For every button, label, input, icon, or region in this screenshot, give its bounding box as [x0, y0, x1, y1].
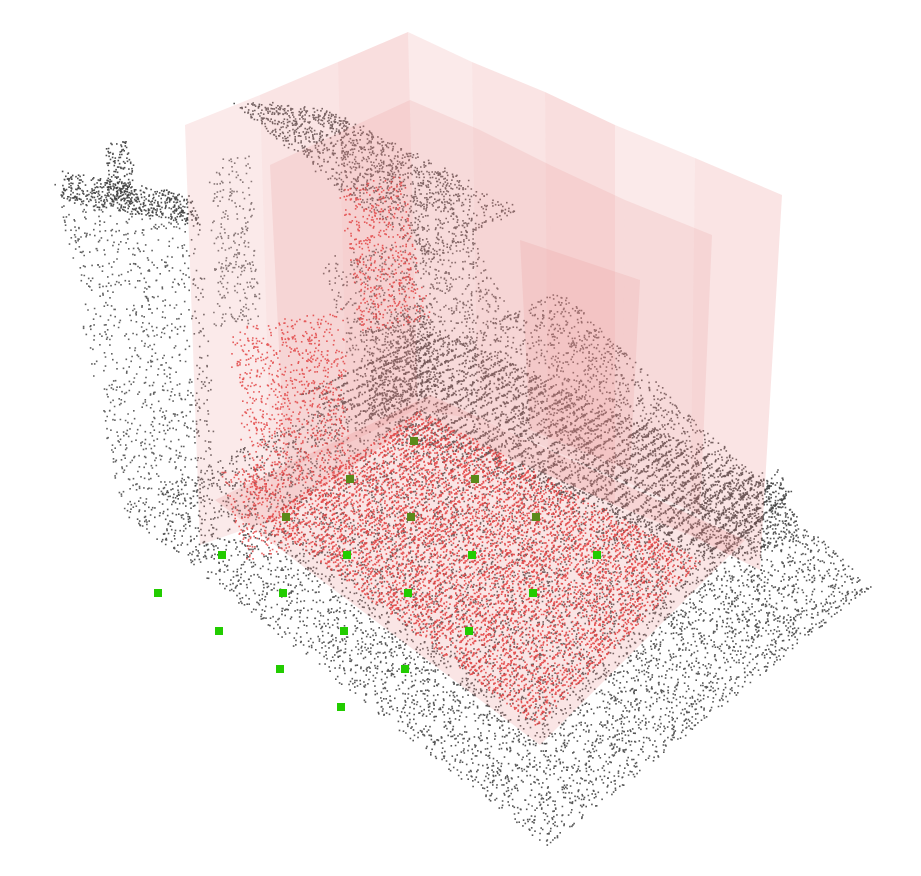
sample-marker — [532, 513, 540, 521]
slab-box-inner-face — [520, 240, 640, 470]
slab-box-inner-face — [480, 130, 552, 450]
sample-marker — [404, 589, 412, 597]
sample-marker — [276, 665, 284, 673]
sample-marker — [218, 551, 226, 559]
sample-marker — [593, 551, 601, 559]
point-cluster — [689, 469, 798, 561]
sample-marker — [343, 551, 351, 559]
slab-box-face — [338, 32, 418, 470]
point-rows — [126, 294, 872, 846]
point-cluster — [233, 101, 516, 263]
slab-box-face — [545, 92, 615, 505]
slab-boxes — [185, 32, 782, 745]
point-cluster — [221, 461, 300, 560]
sample-marker — [346, 475, 354, 483]
sample-marker — [215, 627, 223, 635]
sample-marker — [410, 437, 418, 445]
point-cluster — [60, 170, 201, 226]
sample-marker — [282, 513, 290, 521]
slab-box-inner-face — [270, 130, 355, 470]
sample-marker — [401, 665, 409, 673]
slab-box-inner-face — [410, 100, 485, 420]
slab-box-inner-face — [550, 165, 625, 480]
slab-box-face — [615, 125, 695, 535]
scene-points-layer — [54, 101, 872, 846]
point-cluster — [339, 176, 431, 331]
sample-marker — [340, 627, 348, 635]
slab-box-inner-face — [622, 200, 712, 515]
sample-marker — [529, 589, 537, 597]
selected-points-layer — [221, 176, 701, 726]
point-rows — [266, 411, 701, 726]
slab-box-face — [260, 62, 348, 520]
sample-marker — [337, 703, 345, 711]
point-cluster — [208, 155, 261, 327]
slab-box-face — [408, 32, 478, 445]
point-cluster — [54, 183, 215, 510]
sample-marker — [468, 551, 476, 559]
sample-marker — [279, 589, 287, 597]
sample-marker — [471, 475, 479, 483]
sample-marker — [465, 627, 473, 635]
slab-box-face — [472, 62, 548, 475]
point-cluster — [359, 302, 441, 419]
slab-box-face — [185, 95, 272, 545]
sample-marker — [407, 513, 415, 521]
sample-markers — [154, 437, 601, 711]
slab-box-inner-face — [345, 100, 415, 440]
slab-box-face — [690, 158, 782, 570]
sample-marker — [154, 589, 162, 597]
